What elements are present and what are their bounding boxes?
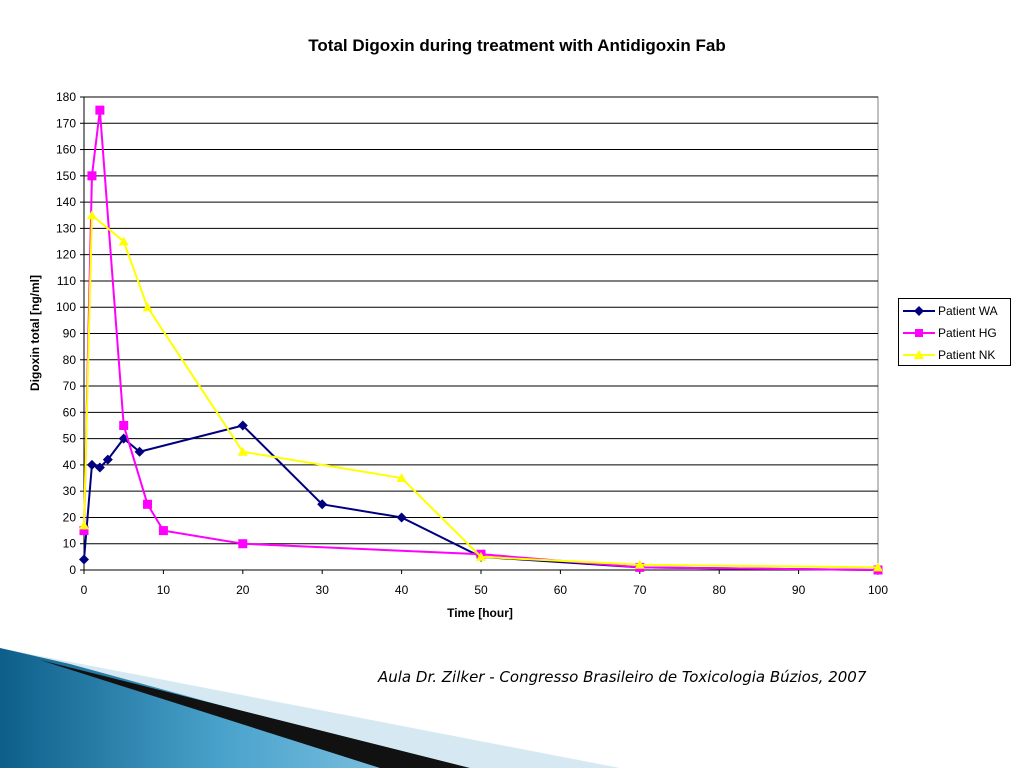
y-tick-label: 30 — [63, 484, 77, 498]
data-point — [143, 499, 153, 509]
x-tick-label: 10 — [157, 583, 171, 597]
data-point — [79, 520, 89, 530]
x-tick-label: 70 — [633, 583, 647, 597]
y-tick-label: 180 — [56, 90, 76, 104]
data-point — [317, 499, 328, 510]
x-tick-label: 40 — [395, 583, 409, 597]
y-tick-label: 120 — [56, 248, 76, 262]
x-tick-label: 0 — [81, 583, 88, 597]
data-point — [158, 526, 168, 536]
data-point — [396, 473, 407, 483]
data-point — [102, 454, 113, 465]
legend-item-hg: Patient HG — [903, 324, 997, 342]
y-tick-label: 40 — [63, 458, 77, 472]
y-tick-label: 90 — [63, 327, 77, 341]
x-tick-label: 20 — [236, 583, 250, 597]
data-point — [634, 559, 645, 569]
y-tick-label: 60 — [63, 405, 77, 419]
chart-title: Total Digoxin during treatment with Anti… — [308, 36, 726, 55]
decorative-swoosh — [0, 648, 620, 768]
legend-marker-hg — [903, 329, 935, 337]
y-tick-label: 10 — [63, 537, 77, 551]
data-point — [238, 539, 248, 549]
data-point — [95, 105, 105, 115]
x-tick-label: 60 — [554, 583, 568, 597]
series-2 — [79, 210, 883, 572]
y-tick-label: 160 — [56, 143, 76, 157]
legend-marker-nk — [903, 350, 935, 359]
y-tick-label: 70 — [63, 379, 77, 393]
data-point — [87, 171, 97, 181]
y-tick-label: 80 — [63, 353, 77, 367]
y-tick-label: 100 — [56, 300, 76, 314]
x-tick-label: 90 — [792, 583, 806, 597]
series — [79, 105, 883, 575]
x-tick-label: 80 — [713, 583, 727, 597]
y-tick-label: 150 — [56, 169, 76, 183]
legend-item-wa: Patient WA — [903, 302, 998, 320]
x-tick-label: 100 — [868, 583, 888, 597]
grid-lines — [84, 96, 878, 545]
data-point — [873, 562, 883, 572]
x-axis-label: Time [hour] — [447, 606, 513, 620]
data-point — [86, 459, 97, 470]
legend-label-hg: Patient HG — [938, 326, 997, 340]
caption: Aula Dr. Zilker - Congresso Brasileiro d… — [378, 668, 867, 686]
y-tick-label: 110 — [57, 274, 76, 288]
x-tick-label: 30 — [316, 583, 330, 597]
data-point — [118, 236, 129, 246]
data-point — [142, 302, 153, 312]
data-point — [237, 420, 248, 431]
legend: Patient WA Patient HG Patient NK — [898, 298, 1011, 366]
y-tick-label: 130 — [56, 221, 76, 235]
y-tick-label: 170 — [56, 116, 76, 130]
legend-label-wa: Patient WA — [938, 304, 998, 318]
y-tick-label: 140 — [56, 195, 76, 209]
x-tick-label: 50 — [474, 583, 488, 597]
legend-label-nk: Patient NK — [938, 348, 996, 362]
data-point — [119, 420, 129, 430]
data-point — [94, 462, 105, 473]
legend-item-nk: Patient NK — [903, 346, 995, 364]
y-tick-label: 50 — [63, 432, 77, 446]
data-point — [79, 554, 89, 565]
legend-marker-wa — [903, 306, 935, 316]
y-axis-label: Digoxin total [ng/ml] — [28, 275, 42, 391]
data-point — [86, 210, 97, 220]
data-point — [237, 446, 248, 456]
y-tick-label: 0 — [69, 563, 76, 577]
data-point — [396, 512, 407, 523]
data-point — [476, 551, 486, 561]
y-tick-label: 20 — [63, 510, 77, 524]
data-point — [79, 526, 89, 536]
data-point — [134, 446, 145, 457]
